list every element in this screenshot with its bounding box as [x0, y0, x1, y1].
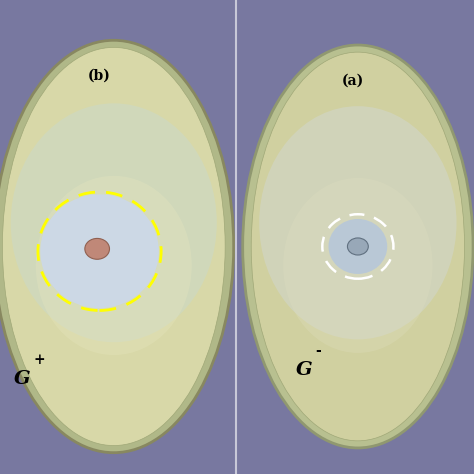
Ellipse shape — [85, 238, 109, 259]
Text: -: - — [315, 344, 321, 358]
Ellipse shape — [347, 238, 368, 255]
Ellipse shape — [0, 40, 234, 453]
Ellipse shape — [36, 176, 191, 355]
Ellipse shape — [243, 45, 473, 448]
Ellipse shape — [11, 103, 217, 342]
Ellipse shape — [40, 194, 159, 308]
Text: (a): (a) — [342, 73, 364, 88]
Ellipse shape — [328, 219, 387, 274]
Ellipse shape — [251, 52, 465, 441]
Ellipse shape — [259, 106, 456, 339]
Ellipse shape — [283, 178, 432, 353]
Text: G: G — [296, 361, 313, 379]
Text: G: G — [14, 370, 31, 388]
Text: +: + — [33, 353, 45, 367]
Ellipse shape — [2, 47, 225, 446]
Text: (b): (b) — [88, 69, 111, 83]
